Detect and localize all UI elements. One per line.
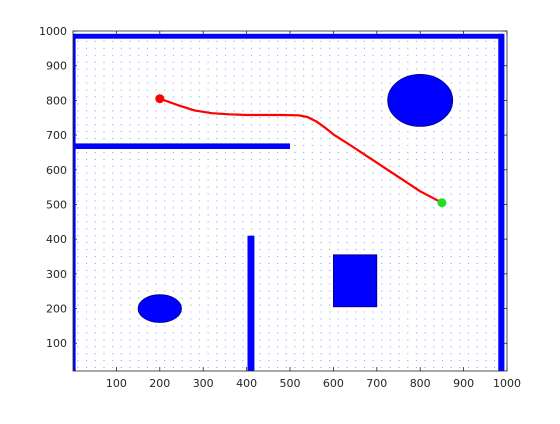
y-axis: 100 200 300 400 500 600 700 800 900 1000 xyxy=(39,25,507,350)
x-axis: 100 200 300 400 500 600 700 800 900 1000 xyxy=(106,31,521,390)
x-tick-label: 900 xyxy=(453,377,474,390)
horizontal-wall xyxy=(73,143,290,149)
rectangle-obstacle xyxy=(332,254,378,308)
right-wall xyxy=(498,33,505,372)
y-tick-label: 600 xyxy=(46,164,67,177)
y-tick-label: 300 xyxy=(46,268,67,281)
x-tick-label: 800 xyxy=(410,377,431,390)
start-point xyxy=(155,94,165,104)
x-tick-label: 400 xyxy=(236,377,257,390)
ellipse-obstacle-top-right xyxy=(387,74,454,127)
vertical-wall xyxy=(247,235,255,371)
y-tick-label: 800 xyxy=(46,94,67,107)
x-tick-label: 300 xyxy=(193,377,214,390)
y-tick-label: 100 xyxy=(46,337,67,350)
goal-point xyxy=(437,198,447,208)
x-tick-label: 600 xyxy=(323,377,344,390)
y-tick-label: 900 xyxy=(46,60,67,73)
x-tick-label: 500 xyxy=(280,377,301,390)
x-tick-label: 100 xyxy=(106,377,127,390)
x-tick-label: 1000 xyxy=(493,377,521,390)
path-line xyxy=(158,97,443,204)
obstacles xyxy=(73,33,505,372)
x-tick-label: 200 xyxy=(149,377,170,390)
x-tick-label: 700 xyxy=(366,377,387,390)
top-wall xyxy=(73,33,503,39)
y-tick-label: 400 xyxy=(46,233,67,246)
y-tick-label: 200 xyxy=(46,303,67,316)
y-tick-label: 500 xyxy=(46,199,67,212)
y-tick-label: 1000 xyxy=(39,25,67,38)
y-tick-label: 700 xyxy=(46,129,67,142)
ellipse-obstacle-bottom-left xyxy=(137,294,182,323)
left-wall xyxy=(73,33,76,372)
planned-path xyxy=(155,94,447,208)
